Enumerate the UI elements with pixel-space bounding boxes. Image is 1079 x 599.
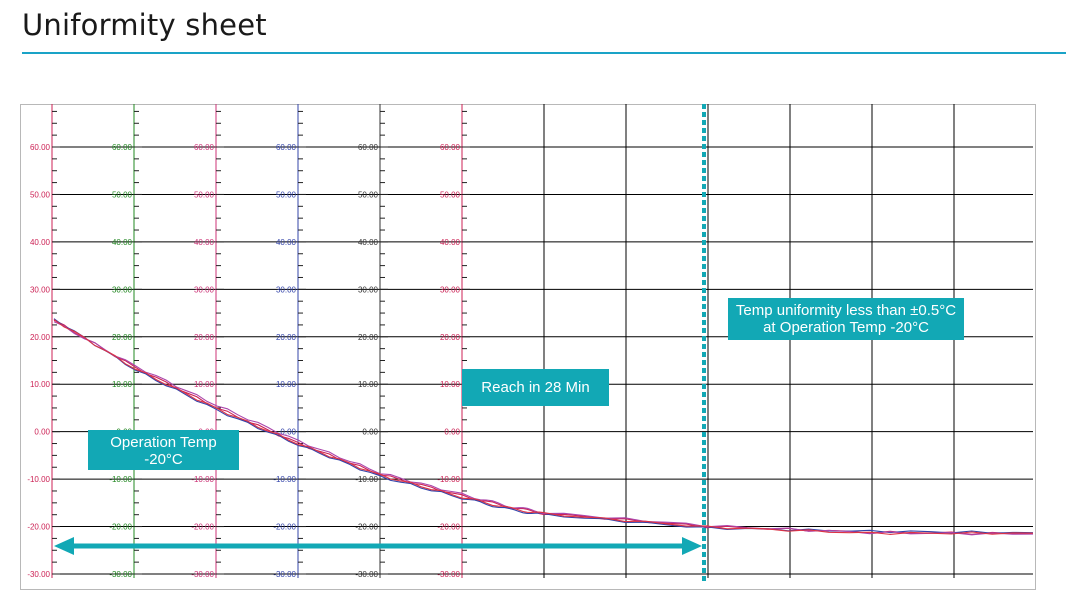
chart-overlay: [54, 104, 706, 582]
y-tick-label: -30.00: [191, 570, 214, 579]
uniformity-callout: Temp uniformity less than ±0.5°C at Oper…: [728, 298, 964, 340]
y-tick-label: -30.00: [437, 570, 460, 579]
y-tick-label: -10.00: [191, 475, 214, 484]
y-tick-label: -30.00: [273, 570, 296, 579]
y-tick-label: -30.00: [109, 570, 132, 579]
chart-axes: 60.00 50.00 40.00 30.00 20.00 10.00 0.00 -10.00…: [27, 104, 470, 579]
y-tick-label: -20.00: [109, 523, 132, 532]
y-tick-label: -10.00: [109, 475, 132, 484]
y-tick-label: 20.00: [112, 333, 133, 342]
operation-temp-callout: Operation Temp -20°C: [88, 430, 239, 470]
y-tick-label: 50.00: [440, 190, 461, 199]
duration-arrow-head-left: [54, 537, 74, 555]
reach-callout: Reach in 28 Min: [462, 369, 609, 406]
y-tick-label: 20.00: [194, 333, 215, 342]
y-tick-label: 0.00: [34, 428, 50, 437]
chart-series: [53, 318, 1034, 536]
y-tick-label: 20.00: [440, 333, 461, 342]
y-tick-label: 0.00: [280, 428, 296, 437]
duration-arrow-head-right: [682, 537, 702, 555]
y-tick-label: 40.00: [194, 238, 215, 247]
y-tick-label: -20.00: [355, 523, 378, 532]
y-tick-label: 50.00: [276, 190, 297, 199]
y-tick-label: 50.00: [358, 190, 379, 199]
y-tick-label: 10.00: [358, 380, 379, 389]
y-tick-label: 50.00: [194, 190, 215, 199]
y-tick-label: 30.00: [30, 285, 51, 294]
y-tick-label: 30.00: [440, 285, 461, 294]
y-tick-label: -10.00: [355, 475, 378, 484]
y-tick-label: -20.00: [273, 523, 296, 532]
y-tick-label: 10.00: [112, 380, 133, 389]
y-tick-label: 40.00: [112, 238, 133, 247]
y-tick-label: -10.00: [437, 475, 460, 484]
y-tick-label: 10.00: [276, 380, 297, 389]
operation-temp-value: -20°C: [144, 451, 183, 468]
y-tick-label: 0.00: [362, 428, 378, 437]
y-tick-label: 40.00: [30, 238, 51, 247]
y-tick-label: 30.00: [276, 285, 297, 294]
y-tick-label: 60.00: [112, 143, 133, 152]
y-tick-label: -20.00: [191, 523, 214, 532]
y-tick-label: -30.00: [355, 570, 378, 579]
y-tick-label: 30.00: [112, 285, 133, 294]
y-tick-label: 10.00: [440, 380, 461, 389]
page-title: Uniformity sheet: [22, 8, 267, 42]
y-tick-label: 10.00: [194, 380, 215, 389]
y-tick-label: -20.00: [27, 523, 50, 532]
y-tick-label: 60.00: [30, 143, 51, 152]
y-tick-label: 50.00: [112, 190, 133, 199]
y-tick-label: 40.00: [358, 238, 379, 247]
y-tick-label: 10.00: [30, 380, 51, 389]
y-tick-label: -10.00: [273, 475, 296, 484]
y-tick-label: 60.00: [440, 143, 461, 152]
uniformity-detail: at Operation Temp -20°C: [763, 319, 929, 336]
y-tick-label: 40.00: [440, 238, 461, 247]
y-tick-label: 60.00: [358, 143, 379, 152]
y-tick-label: 20.00: [276, 333, 297, 342]
y-tick-label: -30.00: [27, 570, 50, 579]
y-tick-label: 30.00: [194, 285, 215, 294]
y-tick-label: -10.00: [27, 475, 50, 484]
y-tick-label: 30.00: [358, 285, 379, 294]
y-tick-label: 0.00: [444, 428, 460, 437]
reach-label: Reach in 28 Min: [481, 379, 590, 396]
y-tick-label: 40.00: [276, 238, 297, 247]
y-tick-label: 60.00: [194, 143, 215, 152]
operation-temp-label: Operation Temp: [110, 434, 217, 451]
data-series-line: [53, 319, 1034, 535]
y-tick-label: 20.00: [358, 333, 379, 342]
title-rule: [22, 52, 1066, 54]
y-tick-label: 20.00: [30, 333, 51, 342]
y-tick-label: -20.00: [437, 523, 460, 532]
uniformity-label: Temp uniformity less than ±0.5°C: [735, 302, 957, 319]
y-tick-label: 50.00: [30, 190, 51, 199]
y-tick-label: 60.00: [276, 143, 297, 152]
